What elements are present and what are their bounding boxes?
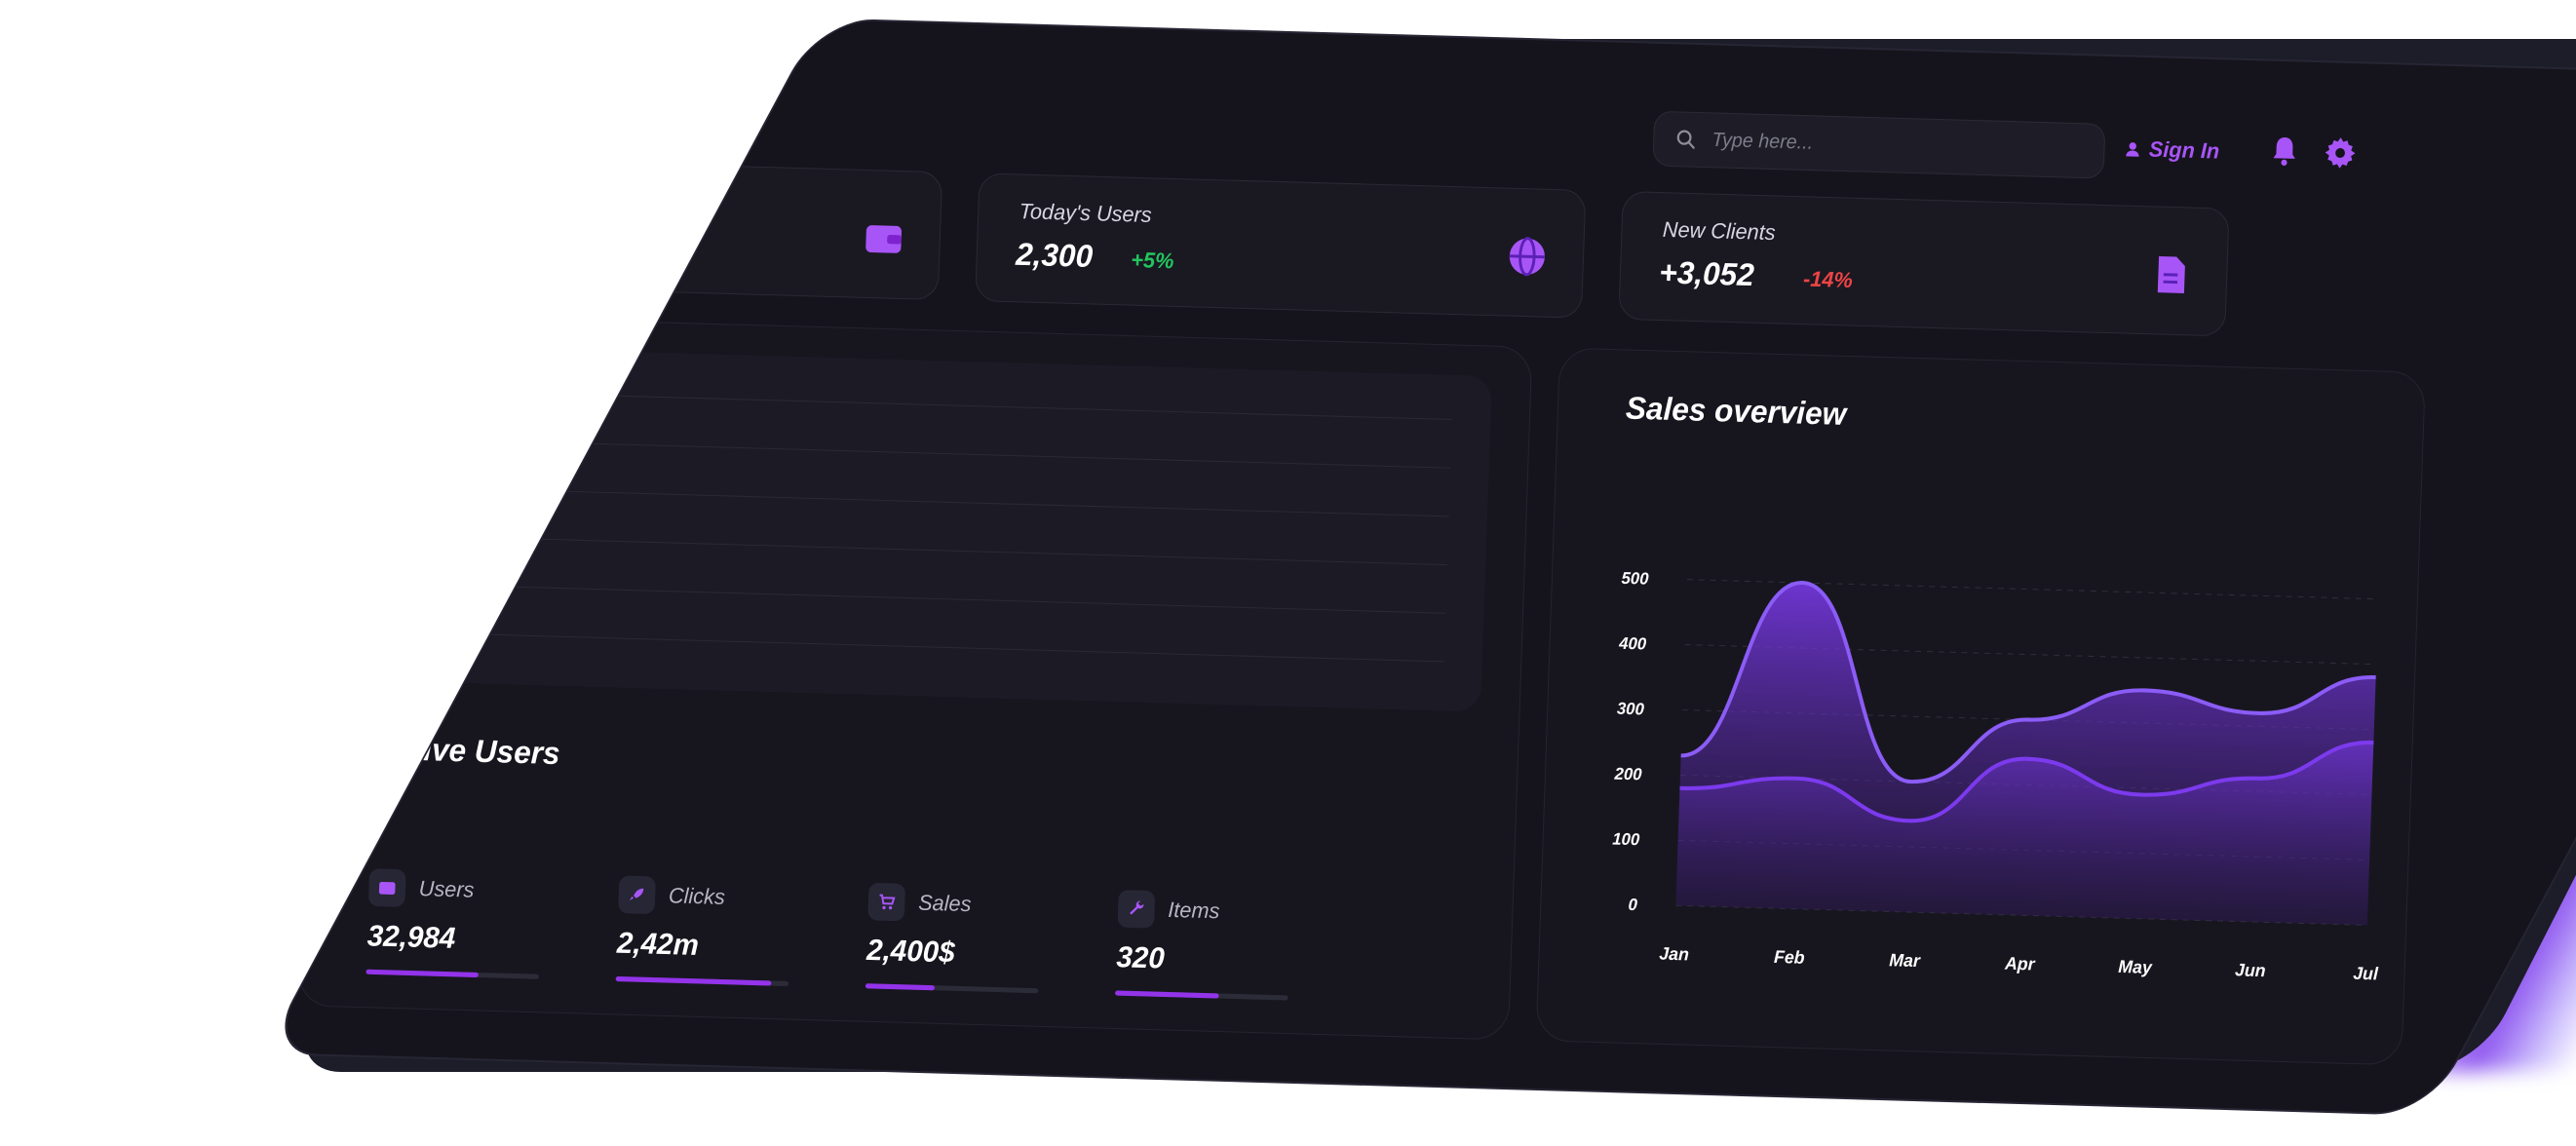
stat-value: +3,052 bbox=[1658, 254, 1755, 293]
area-chart-y-tick: 400 bbox=[1618, 634, 1647, 654]
stat-value: $53,000 bbox=[371, 217, 484, 257]
area-chart: 500 400 300 200 100 0 Jan Feb Mar Apr May Jun Jul bbox=[1612, 569, 2379, 984]
search-box[interactable] bbox=[1652, 110, 2106, 179]
bar-chart-bar bbox=[717, 576, 744, 654]
metric-users: Users 32,984 bbox=[365, 868, 552, 979]
bar-chart-y-tick: 400 bbox=[395, 429, 424, 448]
bar-chart-y-tick: 100 bbox=[390, 574, 418, 593]
page-title: Dashboard bbox=[571, 67, 754, 113]
progress-fill bbox=[615, 975, 772, 986]
sign-in-link[interactable]: Sign In bbox=[2124, 136, 2220, 165]
area-chart-y-tick: 300 bbox=[1617, 699, 1645, 718]
area-chart-y-tick: 100 bbox=[1612, 829, 1640, 849]
area-chart-y-tick: 200 bbox=[1613, 764, 1642, 783]
wallet-icon bbox=[367, 868, 406, 907]
metric-label: Clicks bbox=[668, 883, 726, 910]
bar-chart-bar bbox=[1267, 528, 1295, 669]
metric-label: Items bbox=[1167, 897, 1220, 924]
area-chart-x-tick: Jan bbox=[1659, 943, 1689, 964]
dashboard-screen: Pages / Dashboard Sign In bbox=[263, 18, 2576, 1116]
wallet-icon bbox=[865, 225, 902, 253]
bar-chart-bar bbox=[498, 458, 527, 647]
area-chart-line bbox=[1679, 740, 2374, 823]
progress-track bbox=[1115, 990, 1288, 1001]
metric-label: Users bbox=[418, 875, 475, 902]
area-chart-x-tick: Apr bbox=[2004, 953, 2036, 974]
sales-overview-card: Sales overview 500 400 300 200 100 0 Jan Feb Mar… bbox=[1535, 347, 2426, 1066]
breadcrumb-separator: / bbox=[539, 66, 551, 107]
bar-chart-y-tick: 200 bbox=[391, 526, 420, 546]
metric-value: 2,42m bbox=[616, 927, 700, 963]
breadcrumb-root[interactable]: Pages bbox=[414, 62, 519, 107]
area-chart-line bbox=[1680, 580, 2376, 784]
wrench-icon bbox=[1117, 890, 1156, 929]
progress-track bbox=[365, 969, 539, 979]
stat-delta: -14% bbox=[1802, 266, 1854, 293]
progress-track bbox=[615, 975, 789, 987]
search-input[interactable] bbox=[1710, 128, 2060, 163]
document-icon bbox=[2157, 256, 2185, 293]
breadcrumb: Pages / Dashboard bbox=[414, 62, 754, 114]
bar-chart-bar bbox=[1157, 439, 1188, 667]
area-chart-x-tick: Jun bbox=[2235, 960, 2266, 980]
area-chart-x-tick: Mar bbox=[1889, 950, 1921, 971]
active-users-card: 500 400 300 200 100 0 Active Users Users 32,9… bbox=[296, 312, 1533, 1041]
metric-clicks: Clicks 2,42m bbox=[615, 875, 802, 987]
progress-fill bbox=[1115, 990, 1219, 999]
stat-label: New Clients bbox=[1662, 216, 1777, 246]
area-chart-x-tick: May bbox=[2118, 957, 2153, 977]
bar-chart: 500 400 300 200 100 0 bbox=[390, 381, 1453, 672]
metric-sales: Sales 2,400$ bbox=[865, 882, 1052, 994]
stat-delta: +5% bbox=[1130, 247, 1174, 274]
bar-chart-y-tick: 300 bbox=[394, 478, 422, 497]
bar-chart-bar bbox=[1377, 580, 1403, 672]
progress-fill bbox=[365, 969, 479, 978]
sales-overview-title: Sales overview bbox=[1625, 390, 1847, 432]
bar-chart-y-tick: 0 bbox=[406, 624, 417, 643]
user-icon bbox=[2126, 142, 2139, 157]
metric-value: 320 bbox=[1115, 940, 1166, 975]
area-chart-x-tick: Jul bbox=[2353, 964, 2379, 984]
metric-value: 2,400$ bbox=[865, 934, 956, 970]
globe-icon bbox=[1509, 237, 1545, 277]
bell-icon[interactable] bbox=[2268, 134, 2302, 169]
bar-chart-bar bbox=[827, 497, 856, 657]
sign-in-label: Sign In bbox=[2148, 136, 2220, 164]
rocket-icon bbox=[618, 875, 656, 915]
cart-icon bbox=[867, 882, 906, 922]
bar-chart-bar bbox=[938, 402, 970, 660]
stat-card-clients: New Clients +3,052 -14% bbox=[1618, 190, 2230, 337]
stat-value: 2,300 bbox=[1015, 236, 1094, 275]
stat-label: Today's Money bbox=[375, 180, 518, 210]
search-icon bbox=[1676, 130, 1695, 149]
area-chart-x-tick: Feb bbox=[1774, 947, 1805, 968]
stat-card-money: Today's Money $53,000 +55% bbox=[330, 154, 943, 301]
stat-delta: +55% bbox=[525, 230, 582, 257]
metric-value: 32,984 bbox=[366, 919, 456, 955]
metric-items: Items 320 bbox=[1115, 890, 1301, 1001]
stat-card-users: Today's Users 2,300 +5% bbox=[975, 172, 1587, 319]
bar-chart-panel: 500 400 300 200 100 0 bbox=[347, 344, 1493, 712]
progress-fill bbox=[865, 983, 935, 991]
metric-label: Sales bbox=[917, 890, 972, 917]
area-chart-y-tick: 500 bbox=[1621, 569, 1649, 589]
stat-label: Today's Users bbox=[1019, 198, 1153, 228]
active-users-title: Active Users bbox=[372, 730, 561, 772]
gear-icon[interactable] bbox=[2324, 135, 2358, 170]
bar-chart-bar bbox=[607, 515, 635, 651]
bar-chart-bar bbox=[1047, 454, 1078, 663]
progress-track bbox=[865, 983, 1039, 994]
bar-chart-y-tick: 500 bbox=[397, 381, 425, 401]
area-chart-y-tick: 0 bbox=[1628, 896, 1638, 915]
